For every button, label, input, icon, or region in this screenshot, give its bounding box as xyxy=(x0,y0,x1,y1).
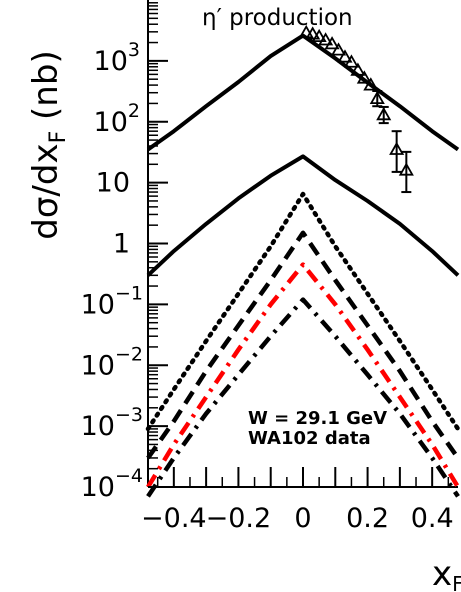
data-point xyxy=(389,130,405,173)
data-point xyxy=(356,70,372,84)
x-axis-label-sub: F xyxy=(452,572,461,592)
x-tick-label: 0 xyxy=(294,503,311,534)
data-point xyxy=(376,105,392,125)
triangle-marker xyxy=(330,42,347,56)
x-tick-label: −0.2 xyxy=(206,503,272,534)
y-tick-label: 10−3 xyxy=(81,404,143,442)
x-tick-label: −0.4 xyxy=(141,503,207,534)
curve-3-dotted xyxy=(145,191,461,432)
curve-6-dashdot xyxy=(146,297,460,498)
data-point xyxy=(311,28,327,43)
triangle-marker xyxy=(350,62,366,76)
y-tick-label: 1 xyxy=(113,229,130,260)
y-tick-label: 102 xyxy=(94,100,140,138)
data-point xyxy=(398,150,414,194)
curve-1-solid xyxy=(146,33,460,152)
data-point xyxy=(343,54,359,68)
x-axis-label: x xyxy=(432,554,452,592)
data-point xyxy=(318,32,334,46)
y-tick-label: 10−2 xyxy=(81,343,143,381)
y-axis-ticks: 10−4 10−3 10−2 10−1 1 10 102 103 xyxy=(81,2,168,503)
triangle-marker xyxy=(324,36,340,50)
triangle-marker xyxy=(398,162,414,176)
triangle-marker xyxy=(363,77,379,91)
triangle-marker xyxy=(298,24,314,39)
x-axis-title: xF xyxy=(432,554,461,592)
triangle-marker xyxy=(389,141,405,155)
data-point xyxy=(337,49,353,63)
triangle-marker xyxy=(305,26,321,40)
triangle-marker xyxy=(311,28,327,43)
data-point xyxy=(363,77,379,91)
y-tick-label: 10 xyxy=(96,168,130,199)
y-axis-label-sub: F xyxy=(46,131,71,144)
data-point xyxy=(324,36,340,50)
x-axis-ticks: −0.4 −0.2 0 0.2 0.4 xyxy=(141,467,454,534)
curves xyxy=(145,33,461,498)
curve-5-dashdot xyxy=(146,262,460,489)
curve-4-dashed xyxy=(146,230,460,460)
triangle-marker xyxy=(356,70,372,84)
y-tick-label: 103 xyxy=(94,39,140,77)
annotation-dataset: WA102 data xyxy=(248,428,371,449)
triangle-marker xyxy=(369,90,385,105)
triangle-marker xyxy=(337,49,353,63)
y-tick-label: 10−1 xyxy=(81,282,143,320)
y-tick-label: 10−4 xyxy=(81,465,143,503)
svg-text:dσ/dxF (nb): dσ/dxF (nb) xyxy=(26,50,71,239)
data-points xyxy=(298,24,414,194)
triangle-marker xyxy=(376,106,392,121)
data-point xyxy=(298,24,314,39)
triangle-marker xyxy=(343,54,359,68)
chart-title: η′ production xyxy=(202,5,353,31)
y-axis-label: dσ/dx xyxy=(26,143,66,239)
x-tick-label: 0.2 xyxy=(346,503,389,534)
y-axis-title: dσ/dxF (nb) xyxy=(26,50,71,239)
curve-2-solid xyxy=(146,154,460,277)
y-axis-unit: (nb) xyxy=(26,50,66,120)
annotation-energy: W = 29.1 GeV xyxy=(248,408,387,429)
triangle-marker xyxy=(318,32,334,46)
data-point xyxy=(330,42,347,56)
data-point xyxy=(350,62,366,76)
x-tick-label: 0.4 xyxy=(411,503,454,534)
data-point xyxy=(305,26,321,40)
